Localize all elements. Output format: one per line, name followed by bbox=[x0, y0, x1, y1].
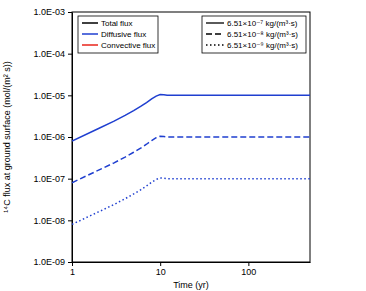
series-line bbox=[72, 136, 310, 182]
y-tick-label: 1.0E-04 bbox=[33, 49, 65, 59]
legend-label: 6.51×10⁻⁷ kg/(m³·s) bbox=[227, 19, 298, 28]
x-tick-mark bbox=[72, 262, 73, 266]
y-tick-mark bbox=[68, 95, 72, 96]
x-axis: 1 10 100 bbox=[70, 262, 311, 277]
chart: 1101001.0E-091.0E-081.0E-071.0E-061.0E-0… bbox=[0, 0, 366, 291]
legend-box bbox=[78, 16, 158, 53]
y-tick-label: 1.0E-07 bbox=[33, 174, 65, 184]
lines bbox=[72, 95, 310, 225]
legend-swatch bbox=[82, 22, 98, 24]
plot-frame bbox=[72, 12, 310, 262]
y-tick: 1.0E-07 bbox=[33, 174, 72, 184]
x-tick-label: 1 bbox=[70, 267, 75, 277]
y-tick-mark bbox=[68, 54, 72, 55]
y-tick: 1.0E-06 bbox=[33, 132, 72, 142]
x-tick-label: 10 bbox=[156, 267, 166, 277]
legend-label: Total flux bbox=[101, 19, 133, 28]
y-tick: 1.0E-03 bbox=[33, 7, 72, 17]
series-line bbox=[72, 178, 310, 224]
x-tick-label: 100 bbox=[241, 267, 256, 277]
x-axis-line bbox=[73, 262, 311, 263]
y-axis-title: ¹⁴C flux at ground surface (mol/(m² s)) bbox=[2, 61, 12, 212]
y-tick-mark bbox=[68, 262, 72, 263]
y-tick-mark bbox=[68, 12, 72, 13]
legend-label: Diffusive flux bbox=[101, 30, 146, 39]
y-tick: 1.0E-04 bbox=[33, 49, 72, 59]
y-tick: 1.0E-05 bbox=[33, 91, 72, 101]
x-tick-mark bbox=[248, 262, 249, 266]
legend-box bbox=[202, 16, 306, 53]
legend-label: 6.51×10⁻⁸ kg/(m³·s) bbox=[227, 30, 298, 39]
y-tick-label: 1.0E-05 bbox=[33, 91, 65, 101]
legend-flux: Total flux Diffusive flux Convective flux bbox=[78, 16, 158, 53]
y-tick-label: 1.0E-08 bbox=[33, 216, 65, 226]
legend-swatch bbox=[206, 22, 224, 23]
x-tick-mark bbox=[160, 262, 161, 266]
y-tick-label: 1.0E-09 bbox=[33, 257, 65, 267]
series-line bbox=[72, 95, 310, 141]
legend-series: 6.51×10⁻⁷ kg/(m³·s) 6.51×10⁻⁸ kg/(m³·s) 6.… bbox=[202, 16, 306, 53]
y-tick: 1.0E-09 bbox=[33, 257, 72, 267]
legend-swatch bbox=[206, 33, 224, 34]
legend-swatch bbox=[82, 44, 98, 46]
x-tick: 100 bbox=[241, 262, 256, 277]
y-tick-mark bbox=[68, 137, 72, 138]
y-tick-label: 1.0E-06 bbox=[33, 132, 65, 142]
y-tick-mark bbox=[68, 179, 72, 180]
y-tick-mark bbox=[68, 220, 72, 221]
legend-swatch bbox=[206, 44, 224, 45]
y-tick: 1.0E-08 bbox=[33, 216, 72, 226]
legend-label: 6.51×10⁻⁹ kg/(m³·s) bbox=[227, 41, 298, 50]
x-tick: 1 bbox=[70, 262, 75, 277]
y-axis: 1.0E-09 1.0E-08 1.0E-07 1.0E-06 1.0E-05 1.0E-… bbox=[33, 7, 72, 267]
x-axis-title: Time (yr) bbox=[173, 280, 209, 290]
legend-swatch bbox=[82, 33, 98, 35]
y-axis-line bbox=[72, 13, 73, 263]
y-tick-label: 1.0E-03 bbox=[33, 7, 65, 17]
legend-label: Convective flux bbox=[101, 41, 155, 50]
x-tick: 10 bbox=[156, 262, 166, 277]
